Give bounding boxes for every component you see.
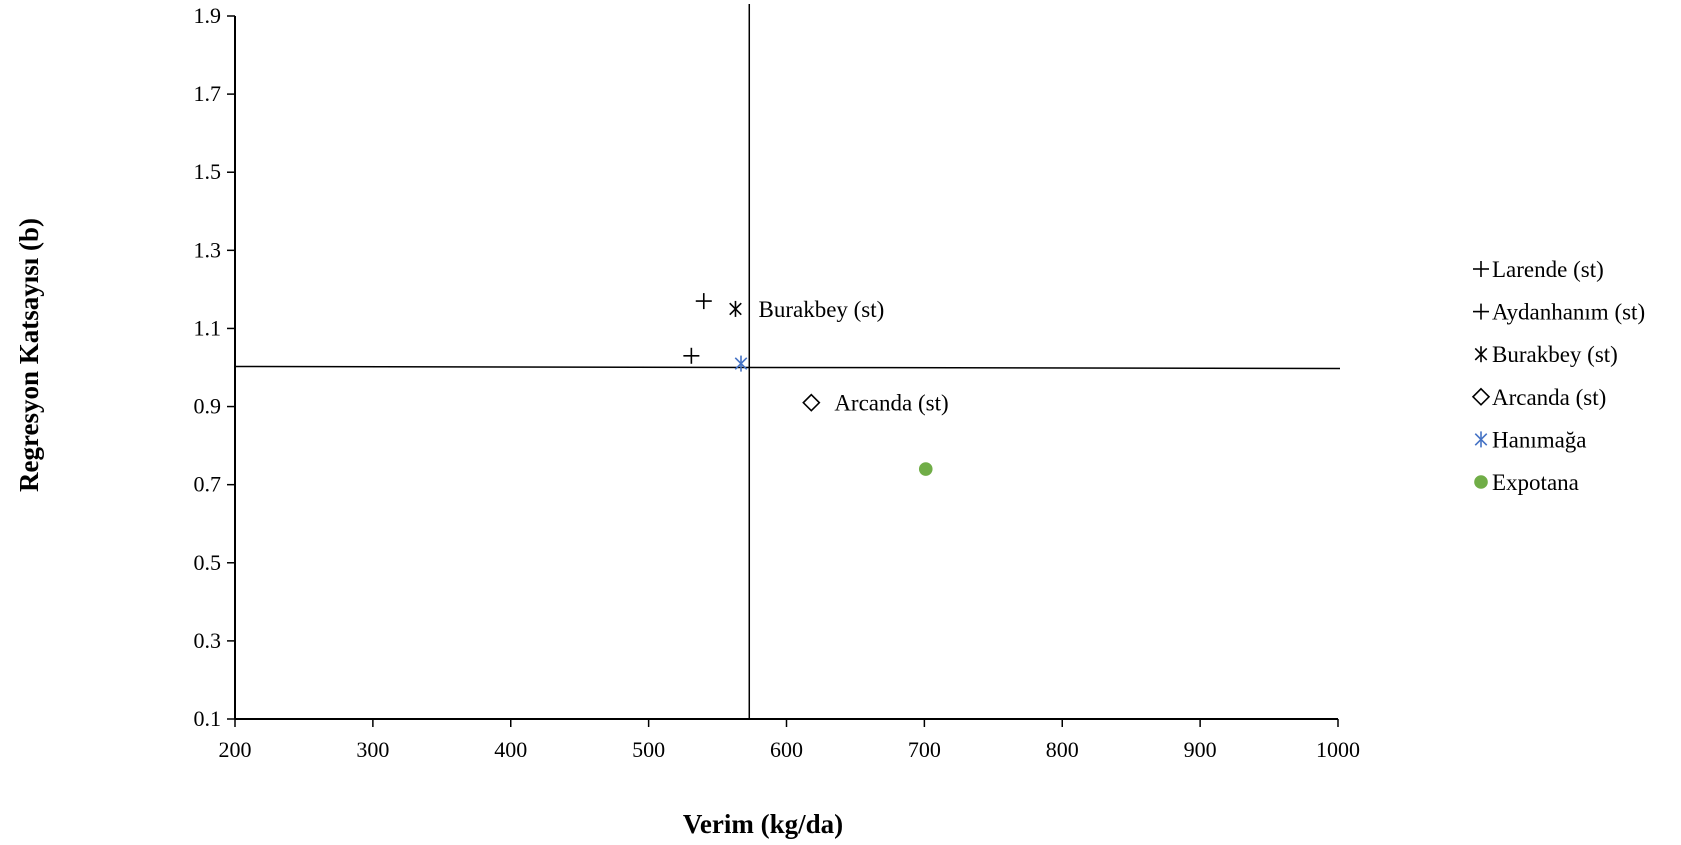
data-point (683, 347, 700, 364)
legend-marker (1474, 475, 1488, 489)
legend-marker (1471, 387, 1491, 406)
legend-label: Larende (st) (1492, 257, 1604, 282)
data-point (918, 462, 933, 476)
x-tick-label: 300 (356, 737, 389, 762)
legend-item: Hanımağa (1474, 427, 1587, 452)
data-point (802, 393, 821, 412)
y-tick-label: 1.7 (194, 81, 222, 106)
legend-marker (1474, 431, 1488, 448)
x-tick-label: 200 (219, 737, 252, 762)
legend: Larende (st) Aydanhanım (st) Burakbey (st)… (1471, 257, 1645, 495)
legend-label: Arcanda (st) (1492, 385, 1606, 410)
legend-label: Burakbey (st) (1492, 342, 1618, 367)
y-tick-label: 0.1 (194, 706, 222, 731)
legend-label: Expotana (1492, 470, 1579, 495)
legend-item: Burakbey (st) (1474, 342, 1618, 367)
point-labels: Burakbey (st) Arcanda (st) (758, 297, 948, 416)
y-axis-title: Regresyon Katsayısı (b) (14, 218, 44, 492)
x-tick-label: 400 (494, 737, 527, 762)
y-tick-label: 0.5 (194, 550, 222, 575)
b-equals-one-line (234, 365, 1341, 370)
x-axis-title: Verim (kg/da) (683, 809, 843, 839)
x-tick-label: 1000 (1316, 737, 1360, 762)
legend-item: Arcanda (st) (1471, 385, 1606, 410)
data-point (734, 355, 748, 372)
point-label: Arcanda (st) (834, 391, 948, 416)
y-tick-label: 1.5 (194, 159, 222, 184)
x-tick-label: 600 (770, 737, 803, 762)
data-point (695, 293, 712, 310)
data-points (683, 293, 933, 476)
y-tick-label: 1.9 (194, 3, 222, 28)
data-point (729, 300, 742, 317)
y-tick-label: 0.9 (194, 394, 222, 419)
legend-marker (1473, 303, 1489, 320)
legend-marker (1474, 346, 1488, 363)
legend-label: Aydanhanım (st) (1492, 300, 1645, 325)
x-tick-label: 800 (1046, 737, 1079, 762)
legend-item: Larende (st) (1473, 257, 1604, 282)
reference-lines (234, 4, 1341, 719)
legend-item: Aydanhanım (st) (1473, 300, 1645, 325)
x-tick-label: 700 (908, 737, 941, 762)
y-tick-label: 0.3 (194, 628, 222, 653)
axes (227, 15, 1339, 727)
tick-labels: 0.1 0.3 0.5 0.7 0.9 1.1 1.3 1.5 1.7 1.9 200 300 400 5… (194, 3, 1361, 762)
legend-marker (1473, 261, 1489, 277)
legend-item: Expotana (1474, 470, 1579, 495)
legend-label: Hanımağa (1492, 427, 1587, 452)
y-tick-label: 0.7 (194, 472, 222, 497)
x-tick-label: 500 (632, 737, 665, 762)
y-tick-label: 1.3 (194, 237, 222, 262)
y-tick-label: 1.1 (194, 315, 222, 340)
x-tick-label: 900 (1184, 737, 1217, 762)
point-label: Burakbey (st) (758, 297, 884, 322)
